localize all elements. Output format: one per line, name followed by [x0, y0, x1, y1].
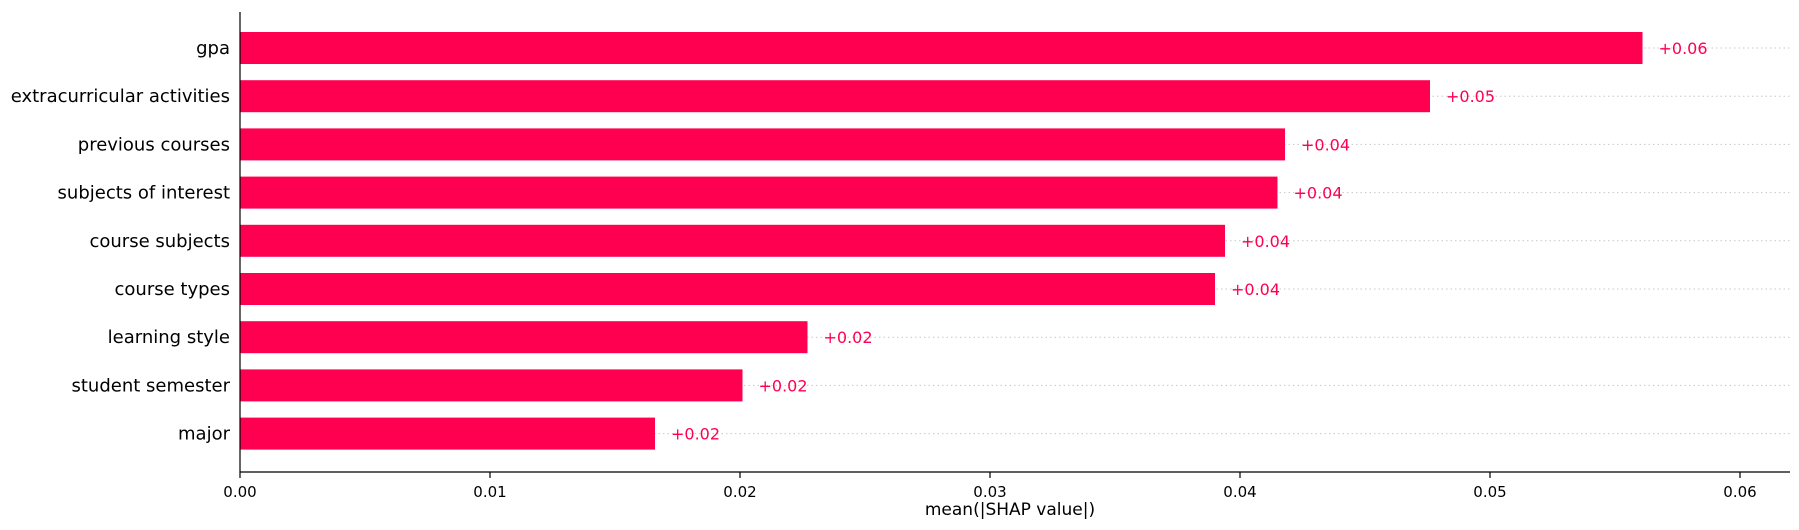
category-label: learning style [108, 327, 230, 348]
data-label: +0.04 [1231, 280, 1280, 299]
bar [240, 369, 743, 402]
data-label: +0.04 [1241, 232, 1290, 251]
bar [240, 273, 1215, 305]
category-label: extracurricular activities [11, 86, 230, 107]
x-ticks: 0.00 0.01 0.02 0.03 0.04 0.05 0.06 [223, 472, 1757, 501]
x-tick-label: 0.02 [723, 483, 756, 501]
x-axis-title: mean(|SHAP value|) [925, 500, 1095, 520]
x-tick-label: 0.04 [1223, 483, 1256, 501]
bar [240, 32, 1643, 64]
category-labels: gpa extracurricular activities previous co… [11, 38, 231, 445]
x-tick-label: 0.03 [973, 483, 1006, 501]
category-label: course subjects [89, 231, 230, 252]
x-tick-label: 0.00 [223, 483, 256, 501]
bar [240, 176, 1278, 209]
x-tick-label: 0.05 [1473, 483, 1506, 501]
category-label: previous courses [78, 134, 230, 155]
data-label: +0.02 [671, 425, 720, 444]
data-label: +0.04 [1301, 135, 1350, 154]
bar [240, 417, 655, 450]
data-label: +0.02 [824, 328, 873, 347]
data-label: +0.06 [1659, 39, 1708, 58]
category-label: gpa [196, 38, 230, 59]
bars [240, 32, 1643, 450]
category-label: student semester [71, 375, 230, 396]
category-label: major [178, 424, 231, 445]
bar [240, 80, 1430, 113]
category-label: course types [115, 279, 230, 300]
bar [240, 224, 1225, 257]
data-label: +0.02 [759, 376, 808, 395]
x-tick-label: 0.01 [473, 483, 506, 501]
data-labels: +0.06 +0.05 +0.04 +0.04 +0.04 +0.04 +0.02 +0.02… [671, 39, 1708, 444]
bar [240, 321, 808, 354]
data-label: +0.04 [1294, 184, 1343, 203]
category-label: subjects of interest [58, 183, 230, 204]
bar [240, 128, 1285, 161]
x-tick-label: 0.06 [1723, 483, 1756, 501]
data-label: +0.05 [1446, 87, 1495, 106]
